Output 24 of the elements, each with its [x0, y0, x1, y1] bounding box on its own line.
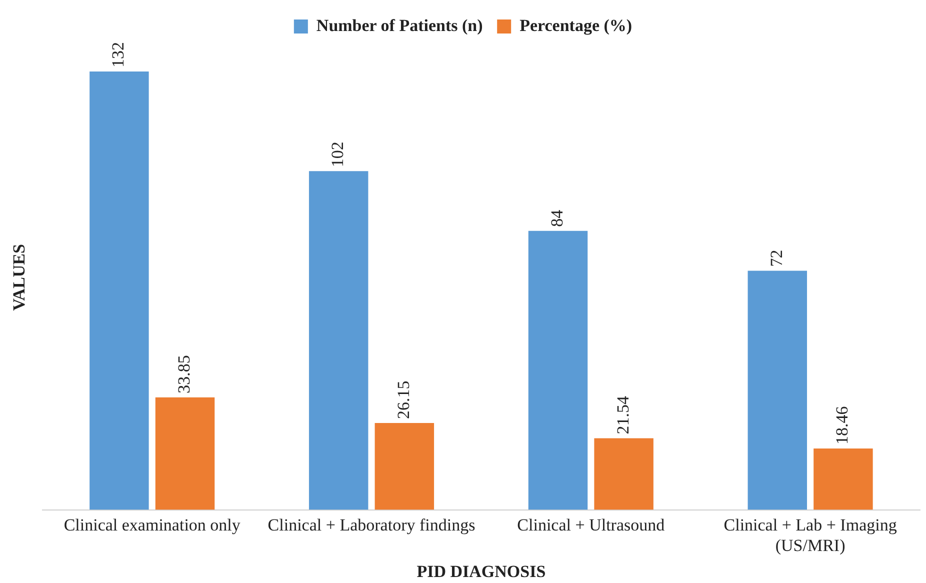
x-tick-label: Clinical + Laboratory findings [268, 515, 476, 534]
bar [594, 438, 654, 510]
bar [90, 72, 149, 510]
data-label: 84 [547, 209, 566, 227]
y-axis-title: VALUES [10, 244, 29, 311]
x-tick-label: Clinical examination only [64, 515, 241, 534]
data-label: 33.85 [174, 355, 194, 394]
bar [748, 270, 808, 510]
x-axis-title: PID DIAGNOSIS [416, 562, 546, 582]
bar [528, 230, 588, 510]
data-label: 18.46 [832, 406, 852, 445]
legend-label: Percentage (%) [520, 16, 632, 35]
data-label: 72 [766, 250, 786, 267]
bar [374, 422, 434, 510]
data-label: 132 [108, 42, 128, 68]
bar [814, 448, 873, 510]
bar [155, 397, 215, 510]
data-label: 26.15 [394, 380, 413, 419]
legend-label: Number of Patients (n) [316, 16, 483, 35]
bar [308, 171, 368, 510]
x-tick-label: Clinical + Ultrasound [517, 515, 666, 534]
data-label: 21.54 [613, 396, 632, 434]
data-label: 102 [328, 142, 348, 168]
x-tick-label: Clinical + Lab + Imaging (US/MRI) [724, 515, 898, 555]
